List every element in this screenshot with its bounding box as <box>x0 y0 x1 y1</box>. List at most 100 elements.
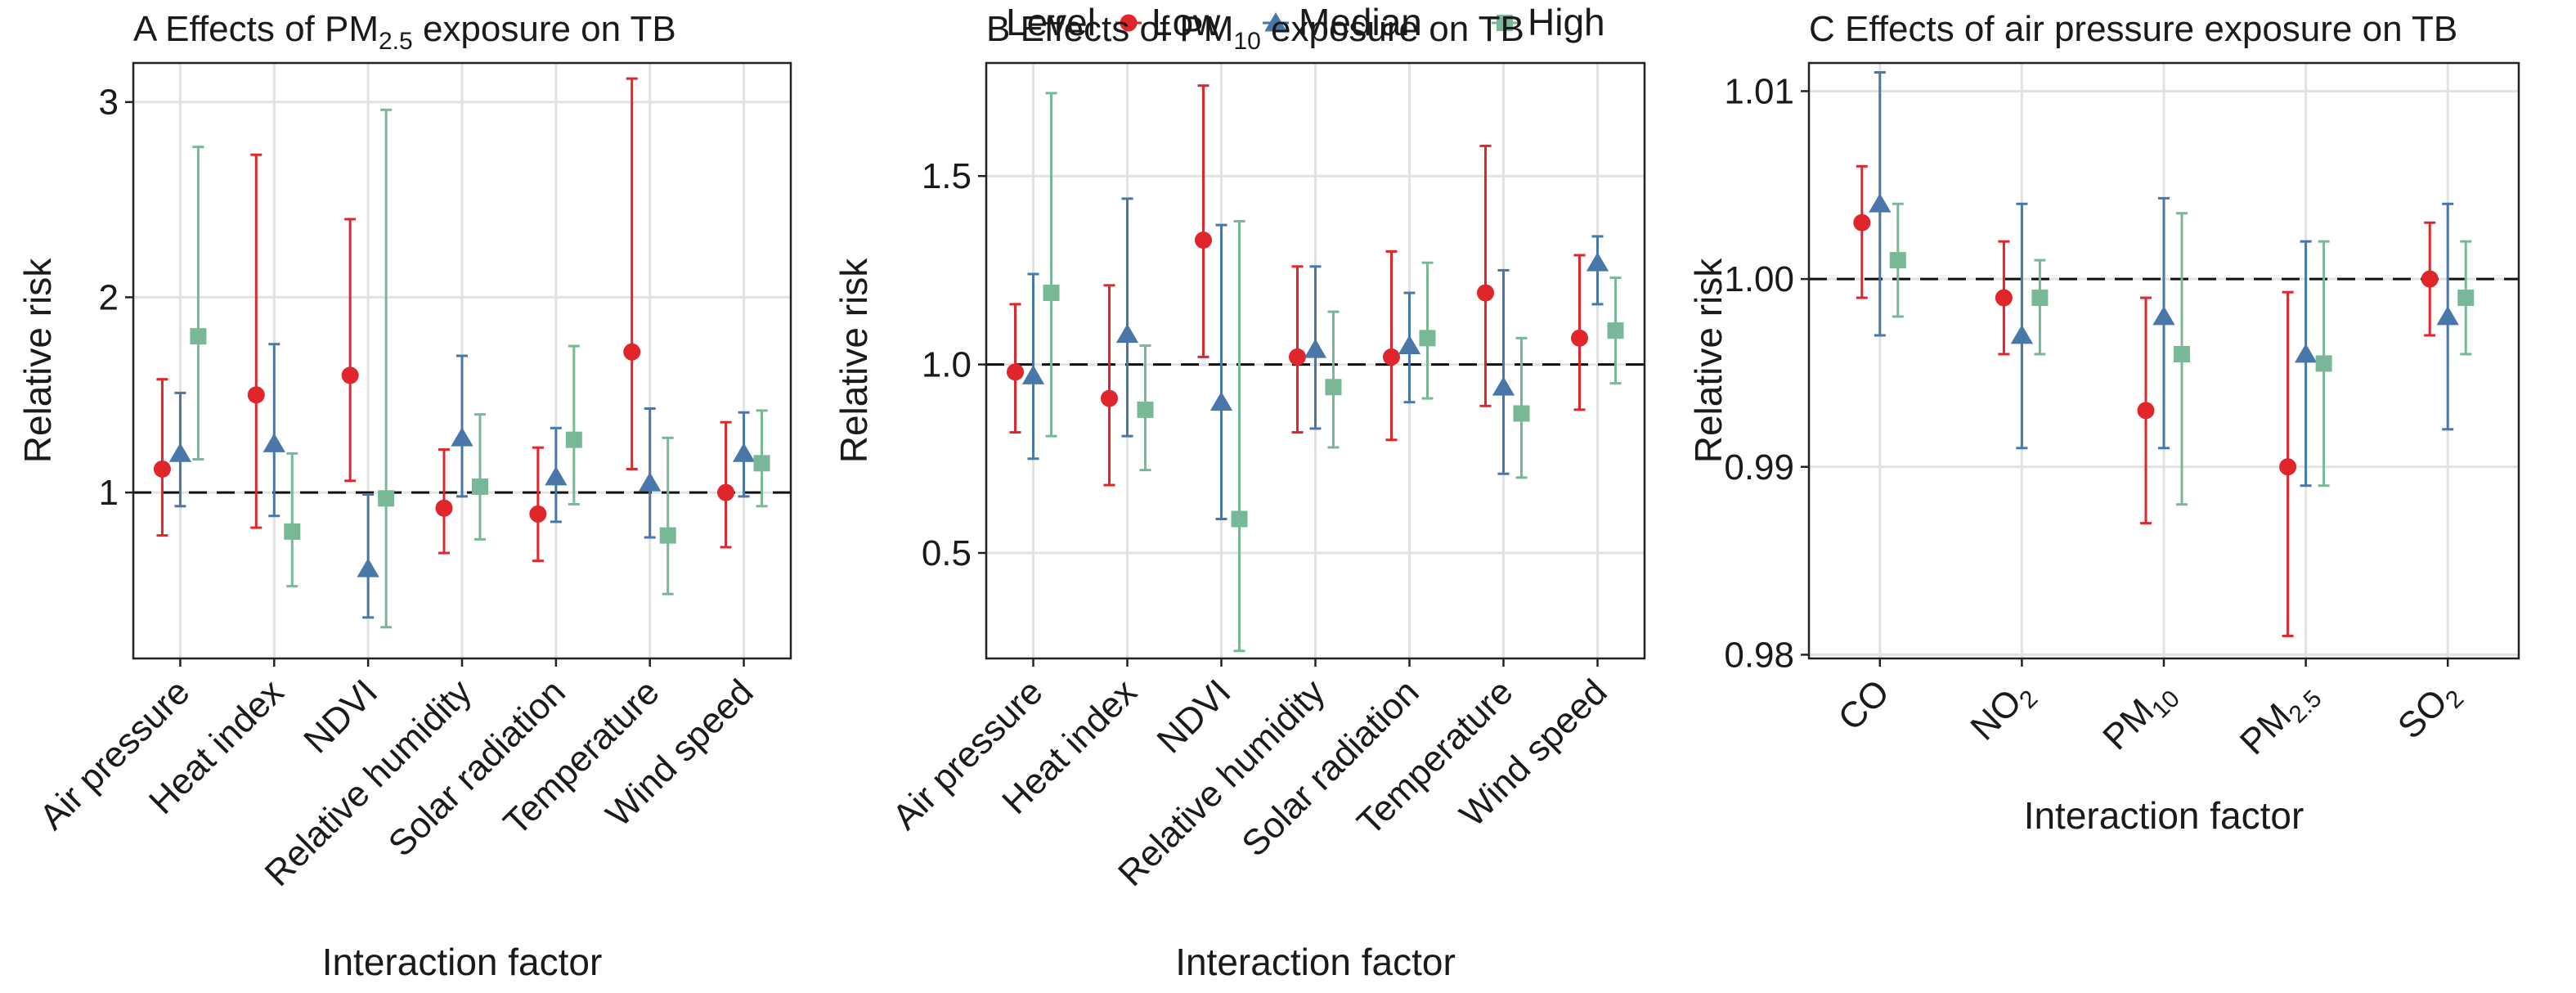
legend: Level Low Median High <box>1006 1 1605 43</box>
data-point <box>1289 348 1306 366</box>
data-point <box>1383 348 1400 366</box>
data-point <box>1137 401 1154 418</box>
data-point <box>623 343 641 361</box>
data-point <box>1513 405 1530 422</box>
y-tick-label: 0.99 <box>1724 447 1794 488</box>
series-low <box>1853 164 2439 637</box>
series-median <box>168 343 756 619</box>
panel-c: 0.98 0.99 1.00 1.01 CO NO2 PM10 PM2.5 SO2 C Effec… <box>1687 9 2520 837</box>
y-axis-label: Relative risk <box>832 258 875 464</box>
y-tick-label: 1 <box>99 473 119 513</box>
legend-label-low: Low <box>1151 1 1221 43</box>
data-point <box>1209 391 1233 411</box>
data-point <box>1195 231 1212 249</box>
data-point <box>659 527 676 544</box>
data-point <box>1586 252 1609 272</box>
data-point <box>263 433 285 452</box>
data-point <box>1304 339 1327 358</box>
x-tick-label: CO <box>1831 672 1897 738</box>
y-tick-label: 1.01 <box>1724 71 1794 111</box>
data-point <box>753 455 770 472</box>
series-high <box>1889 202 2475 506</box>
series-low <box>153 77 735 563</box>
legend-label-median: Median <box>1299 1 1422 43</box>
data-point <box>2031 290 2049 307</box>
data-point <box>2457 290 2475 307</box>
y-tick-label: 2 <box>99 277 119 317</box>
data-point <box>378 490 395 507</box>
y-axis-label: Relative risk <box>1687 258 1730 464</box>
data-point <box>1101 389 1118 407</box>
data-point <box>1492 376 1515 396</box>
legend-key-median <box>1264 12 1287 32</box>
data-point <box>1325 379 1342 396</box>
data-point <box>1571 329 1588 347</box>
data-point <box>1477 284 1494 302</box>
x-tick-label: NDVI <box>1150 672 1239 761</box>
y-tick-label: 0.5 <box>922 533 972 573</box>
data-point <box>1995 289 2013 307</box>
data-point <box>2436 306 2459 326</box>
data-point <box>1889 252 1906 269</box>
data-point <box>1419 330 1436 347</box>
data-point <box>247 386 265 404</box>
data-point <box>153 460 171 478</box>
data-point <box>435 499 453 517</box>
data-point <box>1607 322 1624 339</box>
panel-title: B Effects of PM10 exposure on TB <box>986 9 1524 55</box>
data-point <box>1043 285 1060 302</box>
data-point <box>2137 402 2155 420</box>
data-point <box>1007 363 1024 381</box>
data-point <box>2279 458 2297 476</box>
data-point <box>2315 355 2332 372</box>
x-axis-label: Interaction factor <box>1175 941 1456 983</box>
x-tick-label: SO2 <box>2390 672 2469 750</box>
legend-label-high: High <box>1528 1 1605 43</box>
y-tick-label: 1.0 <box>922 345 972 385</box>
data-point <box>2174 345 2190 362</box>
x-tick-label: PM2.5 <box>2233 672 2327 766</box>
data-point <box>1398 335 1421 354</box>
data-point <box>190 328 207 345</box>
data-point <box>565 431 582 448</box>
y-axis-label: Relative risk <box>16 258 59 464</box>
data-point <box>472 478 488 495</box>
y-tick-label: 3 <box>99 83 119 123</box>
x-axis-label: Interaction factor <box>2024 794 2304 837</box>
data-point <box>341 366 359 384</box>
y-tick-label: 1.5 <box>922 156 972 196</box>
legend-title: Level <box>1006 1 1096 43</box>
data-point <box>1115 323 1139 344</box>
x-tick-label: NO2 <box>1963 672 2043 752</box>
data-point <box>451 427 473 447</box>
data-point <box>1853 213 1871 231</box>
legend-key-low <box>1120 14 1138 32</box>
data-point <box>284 523 301 540</box>
data-point <box>2421 270 2439 288</box>
series-median <box>1021 197 1609 521</box>
panel-title: C Effects of air pressure exposure on TB <box>1809 9 2457 49</box>
legend-key-high <box>1497 15 1513 31</box>
x-axis-label: Interaction factor <box>322 941 603 983</box>
x-tick-label: NDVI <box>296 672 385 761</box>
data-point <box>2152 306 2175 326</box>
series-high <box>1043 92 1624 653</box>
data-point <box>732 443 756 462</box>
data-point <box>2294 343 2318 363</box>
data-point <box>1231 510 1248 528</box>
series-high <box>190 108 770 629</box>
data-point <box>639 472 662 492</box>
data-point <box>529 505 547 523</box>
series-low <box>1007 84 1588 487</box>
data-point <box>168 443 192 462</box>
x-tick-label: PM10 <box>2095 672 2185 762</box>
data-point <box>717 483 735 501</box>
data-point <box>357 558 379 577</box>
data-point <box>545 466 568 486</box>
y-tick-label: 1.00 <box>1724 259 1794 299</box>
y-tick-label: 0.98 <box>1724 635 1794 675</box>
